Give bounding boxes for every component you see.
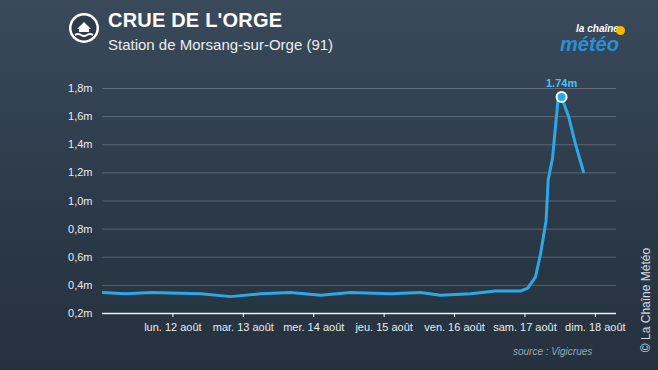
svg-text:1,6m: 1,6m: [68, 110, 92, 122]
svg-text:0,4m: 0,4m: [68, 279, 92, 291]
svg-text:lun. 12 août: lun. 12 août: [144, 321, 202, 333]
svg-text:1,2m: 1,2m: [68, 166, 92, 178]
svg-text:ven. 16 août: ven. 16 août: [424, 321, 485, 333]
html-text:CRUE DE L'ORGE: CRUE DE L'ORGE: [108, 9, 283, 31]
svg-text:0,8m: 0,8m: [68, 223, 92, 235]
html-text:© La Chaîne Météo: © La Chaîne Météo: [639, 247, 653, 353]
svg-text:mar. 13 août: mar. 13 août: [213, 321, 274, 333]
html-text:source : Vigicrues: source : Vigicrues: [513, 346, 593, 357]
svg-text:0,6m: 0,6m: [68, 251, 92, 263]
svg-text:sam. 17 août: sam. 17 août: [493, 321, 557, 333]
svg-text:1,4m: 1,4m: [68, 138, 92, 150]
svg-text:dim. 18 août: dim. 18 août: [565, 321, 626, 333]
html-text:météo: météo: [560, 33, 619, 55]
html-text:Station de Morsang-sur-Orge (9: Station de Morsang-sur-Orge (91): [108, 36, 334, 53]
svg-text:0,2m: 0,2m: [68, 307, 92, 319]
svg-text:1.74m: 1.74m: [546, 77, 577, 89]
svg-text:mer. 14 août: mer. 14 août: [283, 321, 344, 333]
svg-text:jeu. 15 août: jeu. 15 août: [354, 321, 413, 333]
svg-text:1,0m: 1,0m: [68, 195, 92, 207]
svg-text:1,8m: 1,8m: [68, 82, 92, 94]
html-text:la chaîne: la chaîne: [576, 23, 619, 34]
